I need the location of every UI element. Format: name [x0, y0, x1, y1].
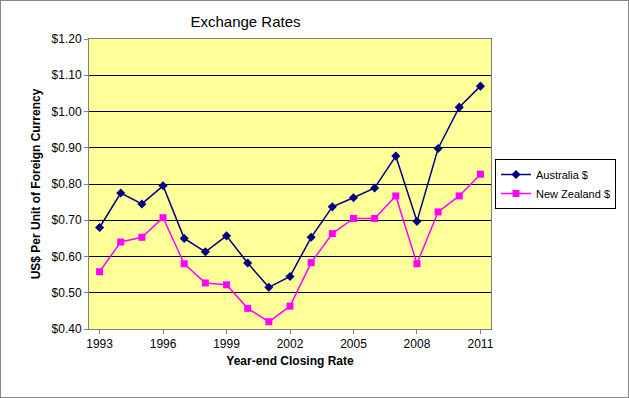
svg-text:1993: 1993 — [86, 337, 113, 351]
svg-text:1999: 1999 — [213, 337, 240, 351]
svg-text:$1.00: $1.00 — [52, 105, 82, 119]
svg-text:$0.60: $0.60 — [52, 250, 82, 264]
svg-text:1996: 1996 — [150, 337, 177, 351]
svg-text:$0.90: $0.90 — [52, 141, 82, 155]
svg-text:$1.20: $1.20 — [52, 32, 82, 46]
svg-text:$0.70: $0.70 — [52, 213, 82, 227]
svg-text:Australia $: Australia $ — [536, 169, 588, 181]
svg-text:2005: 2005 — [340, 337, 367, 351]
svg-text:Year-end Closing Rate: Year-end Closing Rate — [226, 354, 354, 368]
svg-text:US$ Per Unit of Foreign Curren: US$ Per Unit of Foreign Currency — [29, 88, 43, 279]
svg-text:2011: 2011 — [468, 337, 494, 351]
svg-text:$0.80: $0.80 — [52, 177, 82, 191]
svg-text:$0.50: $0.50 — [52, 286, 82, 300]
svg-text:2002: 2002 — [277, 337, 304, 351]
svg-text:2008: 2008 — [404, 337, 431, 351]
svg-text:$0.40: $0.40 — [52, 322, 82, 336]
svg-text:Exchange Rates: Exchange Rates — [190, 13, 300, 30]
svg-text:New Zealand $: New Zealand $ — [536, 188, 610, 200]
svg-text:$1.10: $1.10 — [52, 68, 82, 82]
